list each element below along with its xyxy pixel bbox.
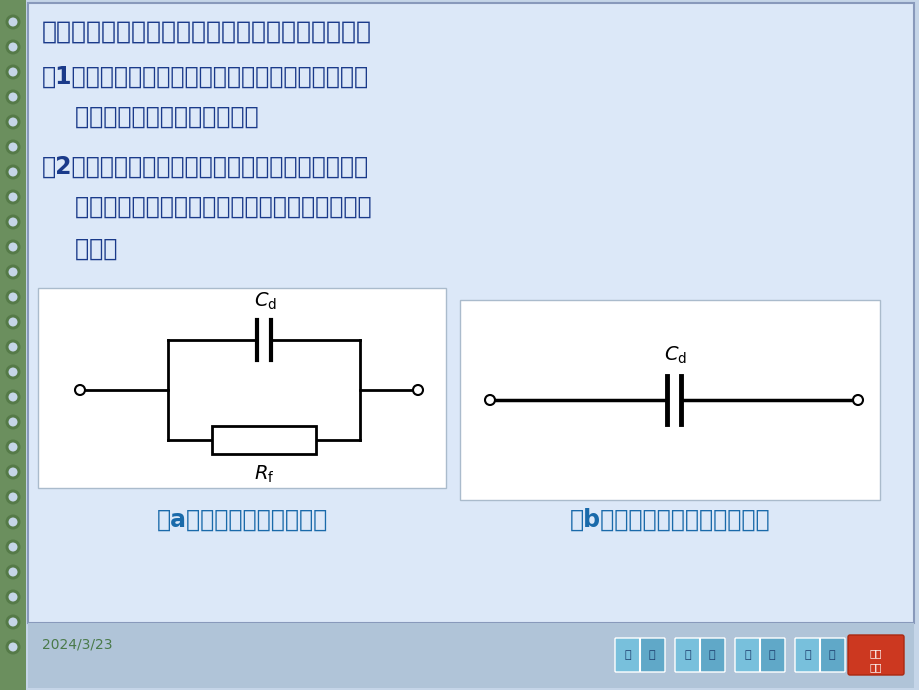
FancyBboxPatch shape (38, 288, 446, 488)
Circle shape (8, 468, 17, 477)
Text: 页: 页 (648, 650, 654, 660)
Circle shape (8, 618, 17, 627)
Circle shape (8, 68, 17, 77)
Circle shape (8, 217, 17, 226)
FancyBboxPatch shape (819, 638, 844, 672)
Text: （a）电极体系的等效电路: （a）电极体系的等效电路 (156, 508, 327, 532)
Text: $C_\mathrm{d}$: $C_\mathrm{d}$ (255, 290, 278, 312)
Circle shape (6, 564, 20, 580)
Text: 首: 首 (624, 650, 630, 660)
FancyBboxPatch shape (759, 638, 784, 672)
Circle shape (8, 193, 17, 201)
Bar (211, 426, 315, 454)
Circle shape (6, 389, 20, 404)
Circle shape (6, 164, 20, 179)
FancyBboxPatch shape (794, 638, 819, 672)
Circle shape (8, 518, 17, 526)
Circle shape (6, 90, 20, 104)
Circle shape (8, 17, 17, 26)
Circle shape (8, 117, 17, 126)
Circle shape (6, 515, 20, 529)
Circle shape (8, 542, 17, 551)
Circle shape (6, 290, 20, 304)
Circle shape (852, 395, 862, 405)
Circle shape (8, 493, 17, 502)
Circle shape (8, 92, 17, 101)
Circle shape (6, 589, 20, 604)
Circle shape (413, 385, 423, 395)
Circle shape (484, 395, 494, 405)
Circle shape (6, 364, 20, 380)
Circle shape (8, 567, 17, 577)
FancyBboxPatch shape (699, 638, 724, 672)
Circle shape (6, 640, 20, 655)
Circle shape (6, 115, 20, 130)
Text: 通过一个负载电阻而被消耗。: 通过一个负载电阻而被消耗。 (42, 105, 258, 129)
Text: 2024/3/23: 2024/3/23 (42, 638, 112, 652)
Circle shape (6, 489, 20, 504)
Circle shape (6, 190, 20, 204)
Circle shape (6, 339, 20, 355)
Text: 上: 上 (684, 650, 690, 660)
FancyBboxPatch shape (640, 638, 664, 672)
Circle shape (8, 317, 17, 326)
Text: 似于给电容器充电，只在电路中引起短暂的充电: 似于给电容器充电，只在电路中引起短暂的充电 (42, 195, 371, 219)
Circle shape (8, 368, 17, 377)
Text: 分析: 分析 (868, 662, 881, 672)
FancyBboxPatch shape (675, 638, 699, 672)
Text: $C_\mathrm{d}$: $C_\mathrm{d}$ (664, 345, 686, 366)
Circle shape (8, 642, 17, 651)
Text: （b）理想极化电极的等效电路: （b）理想极化电极的等效电路 (569, 508, 769, 532)
Circle shape (6, 264, 20, 279)
Text: 电流。: 电流。 (42, 237, 118, 261)
Circle shape (6, 14, 20, 30)
Circle shape (8, 393, 17, 402)
Circle shape (6, 239, 20, 255)
Circle shape (6, 64, 20, 79)
Bar (0, 0, 26, 690)
Circle shape (8, 293, 17, 302)
Circle shape (8, 442, 17, 451)
Circle shape (75, 385, 85, 395)
Text: 页: 页 (708, 650, 715, 660)
Circle shape (8, 242, 17, 251)
Text: $R_\mathrm{f}$: $R_\mathrm{f}$ (254, 464, 274, 485)
Text: 直流电通过一个电极时，可能起到以下两种作用：: 直流电通过一个电极时，可能起到以下两种作用： (42, 20, 371, 44)
Circle shape (6, 139, 20, 155)
FancyBboxPatch shape (734, 638, 759, 672)
Circle shape (8, 593, 17, 602)
Text: 页: 页 (828, 650, 834, 660)
Text: （2）参与建立或改变双电层。这部分电流的作用类: （2）参与建立或改变双电层。这部分电流的作用类 (42, 155, 369, 179)
Circle shape (6, 39, 20, 55)
Circle shape (6, 615, 20, 629)
FancyBboxPatch shape (847, 635, 903, 675)
FancyBboxPatch shape (614, 638, 640, 672)
Text: （1）参与电极反应而被消耗掉。这部分电流相当于: （1）参与电极反应而被消耗掉。这部分电流相当于 (42, 65, 369, 89)
Text: 仪器: 仪器 (868, 648, 881, 658)
Circle shape (6, 415, 20, 429)
Circle shape (8, 168, 17, 177)
Circle shape (8, 417, 17, 426)
FancyBboxPatch shape (460, 300, 879, 500)
Text: 页: 页 (743, 650, 751, 660)
Circle shape (6, 440, 20, 455)
Circle shape (6, 464, 20, 480)
Circle shape (8, 143, 17, 152)
Circle shape (6, 540, 20, 555)
Circle shape (8, 268, 17, 277)
Text: 下: 下 (768, 650, 775, 660)
Circle shape (8, 342, 17, 351)
Text: 末: 末 (804, 650, 811, 660)
Circle shape (6, 315, 20, 330)
FancyBboxPatch shape (28, 3, 913, 623)
Bar (28, 623, 913, 688)
Circle shape (8, 43, 17, 52)
Circle shape (6, 215, 20, 230)
